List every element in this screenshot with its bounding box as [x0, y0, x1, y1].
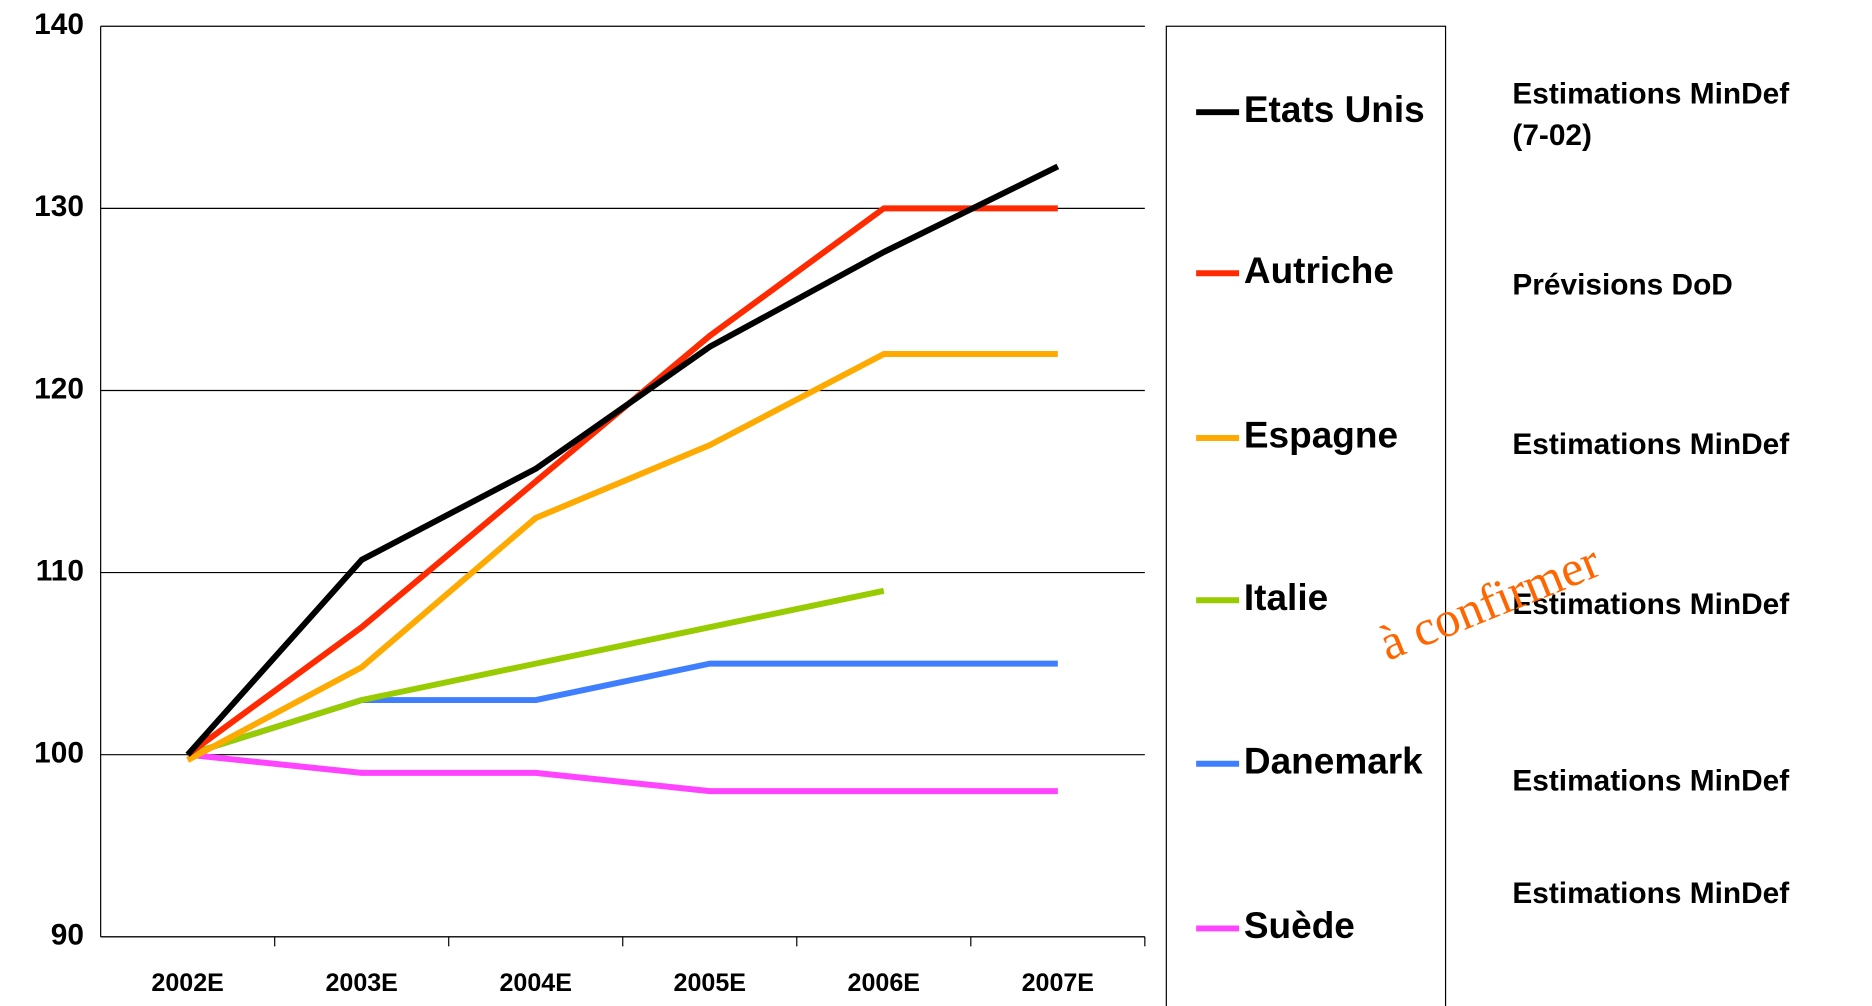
- legend-label: Suède: [1244, 905, 1355, 946]
- x-tick-label: 2002E: [151, 969, 223, 997]
- series-line: [185, 163, 1060, 757]
- x-tick-label: 2003E: [325, 969, 397, 997]
- x-tick-label: 2007E: [1022, 969, 1094, 997]
- annotation: (7-02): [1512, 119, 1592, 152]
- annotation: Estimations MinDef: [1512, 77, 1789, 110]
- y-tick-label: 140: [34, 8, 84, 41]
- x-tick-label: 2004E: [500, 969, 572, 997]
- legend-label: Espagne: [1244, 415, 1398, 456]
- y-tick-label: 100: [34, 737, 84, 770]
- x-tick-label: 2006E: [848, 969, 920, 997]
- annotation: Estimations MinDef: [1512, 588, 1789, 621]
- y-tick-label: 90: [51, 919, 84, 952]
- y-tick-label: 110: [36, 554, 84, 587]
- y-tick-label: 120: [34, 372, 84, 405]
- series-line: [187, 751, 1058, 795]
- legend-box: [1165, 25, 1447, 1006]
- legend-label: Danemark: [1244, 741, 1423, 782]
- legend-label: Etats Unis: [1244, 89, 1425, 130]
- series-line: [186, 351, 1058, 763]
- annotation: Estimations MinDef: [1512, 877, 1789, 910]
- legend: Etats Unis Autriche Espagne Italie Danemark S…: [1196, 89, 1425, 946]
- series-line: [186, 660, 1058, 758]
- legend-label: Autriche: [1244, 250, 1394, 291]
- x-tick-label: 2005E: [674, 969, 746, 997]
- annotation: Prévisions DoD: [1512, 268, 1732, 301]
- annotation: Estimations MinDef: [1512, 428, 1789, 461]
- y-tick-label: 130: [34, 190, 84, 223]
- annotation: Estimations MinDef: [1512, 765, 1789, 798]
- legend-label: Italie: [1244, 577, 1328, 618]
- series-line: [186, 587, 885, 758]
